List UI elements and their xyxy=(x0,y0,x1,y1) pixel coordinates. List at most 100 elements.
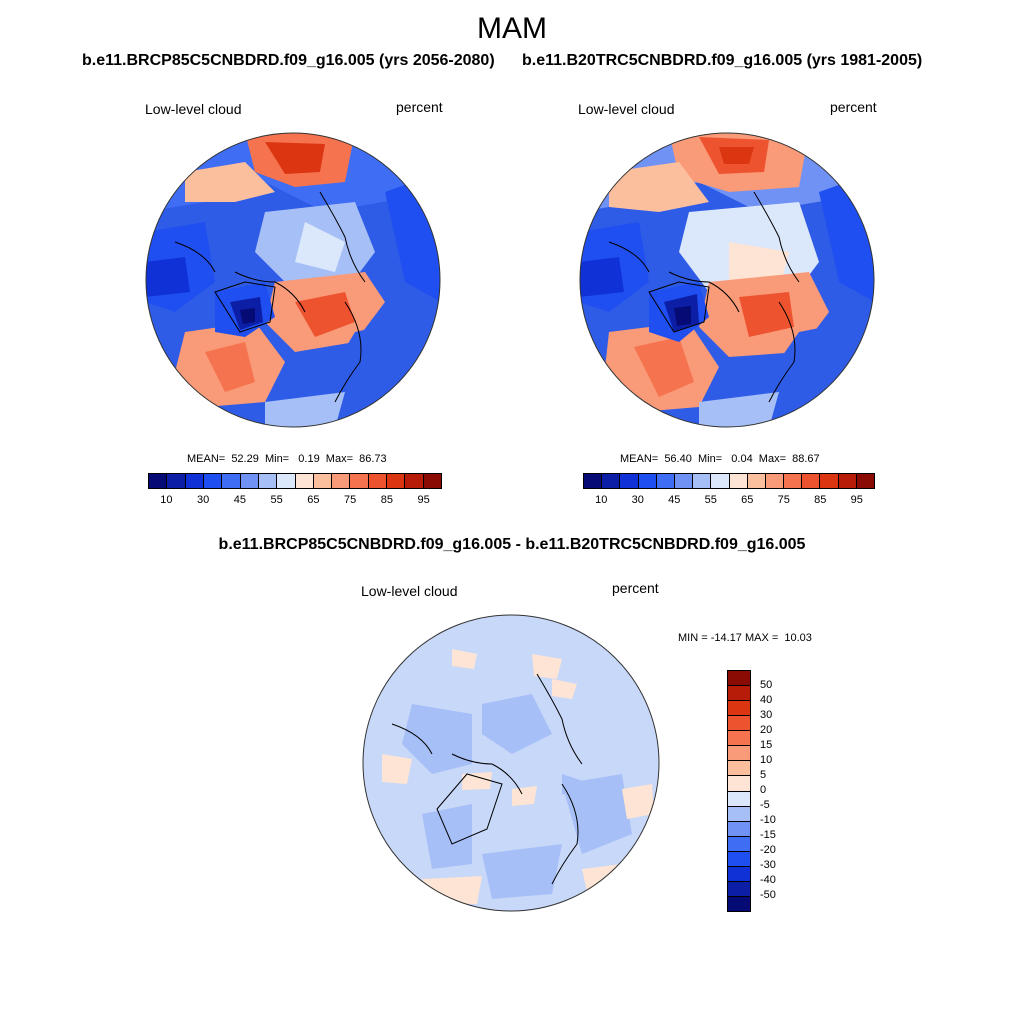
colorbar-swatch xyxy=(240,474,259,488)
colorbar-swatch xyxy=(350,474,369,488)
colorbar-swatch xyxy=(203,474,223,488)
diff-run-title: b.e11.BRCP85C5CNBDRD.f09_g16.005 - b.e11… xyxy=(218,536,806,553)
figure-title: MAM xyxy=(477,12,547,45)
colorbar-tick-label: 55 xyxy=(270,494,283,506)
colorbar-tick-label: 85 xyxy=(814,494,827,506)
colorbar-swatch xyxy=(728,881,750,897)
colorbar-tick-label: -10 xyxy=(760,814,776,826)
colorbar-tick-label: 85 xyxy=(380,494,393,506)
colorbar-swatch xyxy=(729,474,748,488)
colorbar-swatch xyxy=(167,474,186,488)
panel1-map-border xyxy=(145,132,441,428)
colorbar-tick-label: 40 xyxy=(760,694,773,706)
diff-arctic-decrease xyxy=(482,694,552,754)
colorbar-swatch xyxy=(656,474,675,488)
colorbar-swatch xyxy=(838,474,857,488)
diff-coastlines xyxy=(391,673,583,885)
colorbar-swatch xyxy=(602,474,621,488)
panel2-stats: MEAN= 56.40 Min= 0.04 Max= 88.67 xyxy=(620,453,820,465)
colorbar-swatch xyxy=(747,474,766,488)
panel2-map xyxy=(579,132,875,428)
colorbar-swatch xyxy=(368,474,388,488)
colorbar-swatch xyxy=(728,791,750,807)
colorbar-swatch xyxy=(313,474,333,488)
colorbar-tick-label: -15 xyxy=(760,829,776,841)
colorbar-swatch xyxy=(295,474,314,488)
colorbar-tick-label: 75 xyxy=(344,494,357,506)
colorbar-swatch xyxy=(728,836,750,852)
colorbar-swatch xyxy=(258,474,278,488)
colorbar-swatch xyxy=(728,806,750,822)
colorbar-swatch xyxy=(728,716,750,732)
colorbar-swatch xyxy=(405,474,424,488)
panel2-variable-label: Low-level cloud xyxy=(578,101,675,117)
colorbar-tick-label: -30 xyxy=(760,859,776,871)
colorbar-swatch xyxy=(693,474,712,488)
panel2-colorbar-ticks: 10 30 45 55 65 75 85 95 xyxy=(583,494,875,508)
colorbar-swatch xyxy=(332,474,351,488)
panel1-stats: MEAN= 52.29 Min= 0.19 Max= 86.73 xyxy=(187,453,387,465)
colorbar-swatch xyxy=(674,474,694,488)
diff-map-border xyxy=(362,614,660,912)
colorbar-swatch xyxy=(387,474,406,488)
colorbar-swatch xyxy=(728,776,750,792)
colorbar-tick-label: 45 xyxy=(233,494,246,506)
diff-units-label: percent xyxy=(612,580,659,596)
panel1-units-label: percent xyxy=(396,99,443,115)
panel2-run-title: b.e11.B20TRC5CNBDRD.f09_g16.005 (yrs 198… xyxy=(522,52,923,69)
panel1-run-title: b.e11.BRCP85C5CNBDRD.f09_g16.005 (yrs 20… xyxy=(82,52,495,69)
colorbar-tick-label: -20 xyxy=(760,844,776,856)
colorbar-swatch xyxy=(820,474,839,488)
colorbar-swatch xyxy=(802,474,821,488)
colorbar-swatch xyxy=(222,474,241,488)
colorbar-tick-label: 5 xyxy=(760,769,767,781)
colorbar-tick-label: 45 xyxy=(668,494,681,506)
colorbar-tick-label: 55 xyxy=(704,494,717,506)
colorbar-tick-label: 50 xyxy=(760,679,773,691)
colorbar-tick-label: 10 xyxy=(760,754,773,766)
colorbar-swatch xyxy=(728,746,750,762)
panel2-colorbar xyxy=(583,473,875,489)
colorbar-swatch xyxy=(728,686,750,702)
diff-colorbar-ticks: 50 40 30 20 15 10 5 0 -5 -10 -15 -20 -30 -40 -50 xyxy=(760,670,800,910)
colorbar-tick-label: 10 xyxy=(160,494,173,506)
colorbar-swatch xyxy=(728,761,750,777)
colorbar-swatch xyxy=(185,474,204,488)
colorbar-swatch xyxy=(728,821,750,837)
colorbar-swatch xyxy=(149,474,168,488)
diff-variable-label: Low-level cloud xyxy=(361,583,458,599)
colorbar-swatch xyxy=(856,474,874,488)
diff-stats: MIN = -14.17 MAX = 10.03 xyxy=(678,632,812,644)
panel1-variable-label: Low-level cloud xyxy=(145,101,242,117)
colorbar-tick-label: 65 xyxy=(307,494,320,506)
colorbar-swatch xyxy=(728,896,750,911)
colorbar-swatch xyxy=(423,474,441,488)
colorbar-tick-label: -50 xyxy=(760,889,776,901)
colorbar-swatch xyxy=(638,474,657,488)
colorbar-swatch xyxy=(765,474,785,488)
panel2-units-label: percent xyxy=(830,99,877,115)
colorbar-swatch xyxy=(728,701,750,717)
colorbar-tick-label: 10 xyxy=(595,494,608,506)
panel1-map xyxy=(145,132,441,428)
colorbar-swatch xyxy=(728,731,750,747)
colorbar-tick-label: 30 xyxy=(760,709,773,721)
diff-siberia-increase xyxy=(532,654,562,679)
colorbar-swatch xyxy=(620,474,639,488)
colorbar-tick-label: 75 xyxy=(777,494,790,506)
colorbar-tick-label: 65 xyxy=(741,494,754,506)
colorbar-tick-label: -5 xyxy=(760,799,770,811)
colorbar-tick-label: 95 xyxy=(417,494,430,506)
colorbar-tick-label: -40 xyxy=(760,874,776,886)
colorbar-tick-label: 30 xyxy=(197,494,210,506)
colorbar-swatch xyxy=(784,474,803,488)
panel1-colorbar xyxy=(148,473,442,489)
colorbar-tick-label: 20 xyxy=(760,724,773,736)
panel1-coastlines xyxy=(174,191,366,403)
colorbar-swatch xyxy=(584,474,603,488)
colorbar-tick-label: 95 xyxy=(850,494,863,506)
panel1-colorbar-ticks: 10 30 45 55 65 75 85 95 xyxy=(148,494,442,508)
colorbar-tick-label: 15 xyxy=(760,739,773,751)
colorbar-tick-label: 0 xyxy=(760,784,767,796)
colorbar-swatch xyxy=(711,474,730,488)
